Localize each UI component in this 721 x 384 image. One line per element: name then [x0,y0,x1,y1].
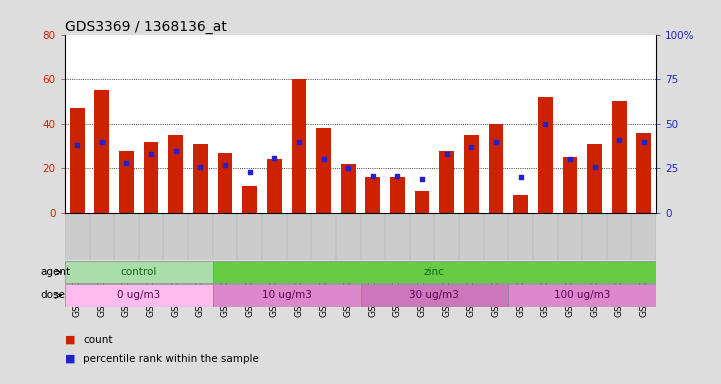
Bar [489,124,503,213]
Bar [213,261,656,283]
Point [614,137,625,143]
Text: control: control [120,267,157,277]
Point [342,165,354,171]
Point [515,174,526,180]
Point [490,139,502,145]
Point [441,151,453,157]
Point [539,121,551,127]
Bar [218,153,232,213]
Point [244,169,255,175]
Text: GDS3369 / 1368136_at: GDS3369 / 1368136_at [65,20,227,33]
Point [268,155,280,161]
Point [564,156,575,162]
Point [466,144,477,150]
Bar [611,101,627,213]
Bar [242,186,257,213]
Bar [513,195,528,213]
Bar [562,157,578,213]
Point [416,176,428,182]
Bar [267,159,282,213]
Text: 0 ug/m3: 0 ug/m3 [118,290,160,301]
Text: 10 ug/m3: 10 ug/m3 [262,290,311,301]
Text: zinc: zinc [424,267,445,277]
Bar [587,144,602,213]
Point [392,172,403,179]
Bar [213,284,360,307]
Text: ■: ■ [65,354,76,364]
Bar [366,177,380,213]
Point [638,139,650,145]
Bar [291,79,306,213]
Point [293,139,305,145]
Text: dose: dose [40,290,65,301]
Text: percentile rank within the sample: percentile rank within the sample [83,354,259,364]
Point [146,151,157,157]
Point [96,139,107,145]
Text: ■: ■ [65,335,76,345]
Text: 30 ug/m3: 30 ug/m3 [410,290,459,301]
Point [120,160,132,166]
Bar [119,151,134,213]
Point [589,164,601,170]
Bar [415,191,430,213]
Point [219,162,231,168]
Bar [360,284,508,307]
Bar [65,261,213,283]
Bar [65,284,213,307]
Text: agent: agent [40,267,71,277]
Bar [637,133,651,213]
Bar [316,128,331,213]
Bar [464,135,479,213]
Point [71,142,83,148]
Bar [538,97,553,213]
Bar [341,164,355,213]
Point [318,156,329,162]
Bar [193,144,208,213]
Text: 100 ug/m3: 100 ug/m3 [554,290,611,301]
Point [170,147,182,154]
Bar [70,108,84,213]
Bar [439,151,454,213]
Bar [143,142,159,213]
Bar [169,135,183,213]
Text: count: count [83,335,112,345]
Point [195,164,206,170]
Bar [508,284,656,307]
Bar [390,177,405,213]
Bar [94,90,109,213]
Point [367,172,379,179]
